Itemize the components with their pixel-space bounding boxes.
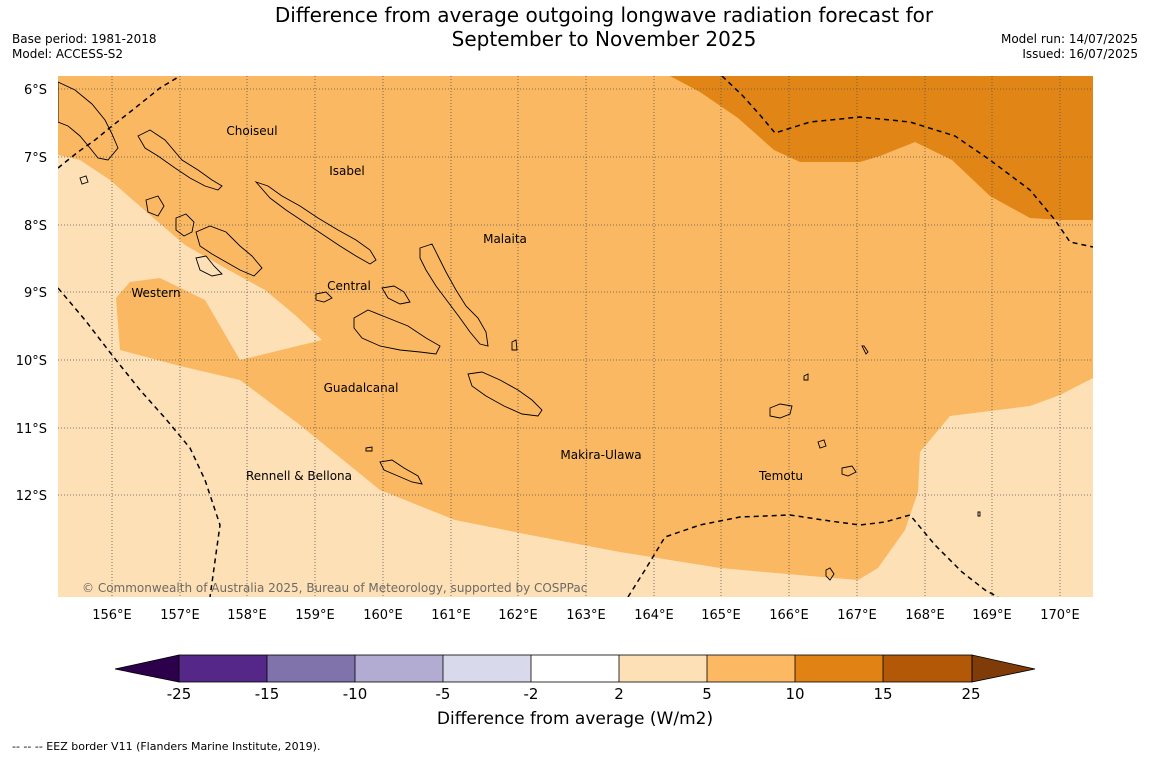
- title-line-1: Difference from average outgoing longwav…: [274, 3, 934, 27]
- colorbar-swatch: [883, 655, 972, 682]
- colorbar-swatch: [707, 655, 795, 682]
- title-line-2: September to November 2025: [451, 27, 757, 51]
- island-guadalcanal: [353, 309, 441, 355]
- region-label-rennell-bellona: Rennell & Bellona: [246, 469, 352, 483]
- island-florida: [381, 285, 411, 305]
- island-new-georgia: [175, 213, 195, 237]
- lon-label: 156°E: [92, 608, 132, 623]
- colorbar-extend-high: [971, 654, 1036, 683]
- island-rennell: [379, 459, 423, 485]
- lon-label: 161°E: [431, 608, 471, 623]
- region-labels: Choiseul Isabel Malaita Western Central …: [131, 124, 803, 483]
- island-tikopia: [825, 567, 835, 581]
- region-label-central: Central: [327, 279, 371, 293]
- island-vanikoro: [841, 465, 857, 477]
- colorbar-tick: -25: [167, 685, 192, 703]
- island-vella: [145, 195, 165, 217]
- region-label-makira-ulawa: Makira-Ulawa: [560, 448, 641, 462]
- island-isabel: [254, 181, 377, 265]
- colorbar-tick: -15: [255, 685, 280, 703]
- colorbar-outline: [178, 654, 973, 683]
- lon-label: 163°E: [566, 608, 606, 623]
- island-russell: [315, 291, 333, 303]
- model-run-text: Model run: 14/07/2025: [1000, 32, 1138, 46]
- eez-borders: [58, 76, 1093, 597]
- island-santa-cruz: [769, 403, 793, 419]
- lon-label: 160°E: [363, 608, 403, 623]
- islands: [58, 81, 981, 581]
- lon-label: 157°E: [160, 608, 200, 623]
- island-rendova: [195, 255, 223, 277]
- issued-text: Issued: 16/07/2025: [1022, 47, 1138, 61]
- meta-left: Base period: 1981-2018 Model: ACCESS-S2: [12, 32, 157, 62]
- island-reef: [803, 373, 809, 381]
- island-duff: [861, 345, 869, 355]
- lat-label: 8°S: [24, 219, 47, 234]
- lon-label: 169°E: [972, 608, 1012, 623]
- colorbar-swatch: [355, 655, 443, 682]
- colorbar-tick: 5: [702, 685, 712, 703]
- lat-label: 11°S: [16, 422, 47, 437]
- lon-label: 166°E: [769, 608, 809, 623]
- island-ulawa: [511, 339, 518, 351]
- lon-label: 164°E: [634, 608, 674, 623]
- eez-footnote: -- -- -- EEZ border V11 (Flanders Marine…: [12, 740, 321, 753]
- colorbar: -25 -15 -10 -5 -2 2 5 10 15 25: [114, 654, 1036, 703]
- region-label-temotu: Temotu: [758, 469, 803, 483]
- colorbar-tick: 10: [785, 685, 804, 703]
- base-period-text: Base period: 1981-2018: [12, 32, 157, 46]
- island-anuta: [977, 511, 981, 517]
- region-label-guadalcanal: Guadalcanal: [324, 381, 399, 395]
- colorbar-swatch: [267, 655, 355, 682]
- region-label-choiseul: Choiseul: [226, 124, 277, 138]
- colorbar-swatch: [179, 655, 267, 682]
- colorbar-tick: 2: [614, 685, 624, 703]
- island-bougainville: [58, 81, 119, 161]
- latitude-labels: 6°S 7°S 8°S 9°S 10°S 11°S 12°S: [16, 83, 47, 504]
- island-bellona: [365, 446, 373, 452]
- chart-title: Difference from average outgoing longwav…: [200, 3, 1008, 51]
- colorbar-label: Difference from average (W/m2): [436, 709, 714, 729]
- lon-label: 170°E: [1040, 608, 1080, 623]
- lat-label: 10°S: [16, 354, 47, 369]
- lat-label: 9°S: [24, 286, 47, 301]
- region-label-isabel: Isabel: [329, 164, 364, 178]
- lat-label: 12°S: [16, 489, 47, 504]
- meta-right: Model run: 14/07/2025 Issued: 16/07/2025: [1001, 32, 1138, 62]
- colorbar-tick: 25: [961, 685, 980, 703]
- lon-label: 159°E: [295, 608, 335, 623]
- lon-label: 167°E: [837, 608, 877, 623]
- region-label-western: Western: [131, 286, 180, 300]
- lon-label: 162°E: [498, 608, 538, 623]
- colorbar-tick: -5: [436, 685, 451, 703]
- island-choiseul: [137, 129, 223, 191]
- band-10-15: [670, 76, 1093, 220]
- lat-label: 6°S: [24, 83, 47, 98]
- colorbar-tick: 15: [873, 685, 892, 703]
- colorbar-swatch: [795, 655, 883, 682]
- colorbar-swatch: [531, 655, 619, 682]
- colorbar-tick: -2: [524, 685, 539, 703]
- map-plot-area: Choiseul Isabel Malaita Western Central …: [58, 76, 1093, 597]
- lon-label: 168°E: [905, 608, 945, 623]
- colorbar-extend-low: [114, 654, 180, 683]
- lon-label: 158°E: [227, 608, 267, 623]
- colorbar-swatch: [443, 655, 531, 682]
- island-shortland: [79, 175, 89, 185]
- colorbar-swatch: [619, 655, 707, 682]
- island-makira: [467, 371, 543, 417]
- copyright-text: © Commonwealth of Australia 2025, Bureau…: [82, 581, 587, 595]
- region-label-malaita: Malaita: [483, 232, 527, 246]
- lat-label: 7°S: [24, 151, 47, 166]
- colorbar-tick: -10: [343, 685, 368, 703]
- island-new-georgia-2: [195, 225, 263, 277]
- island-utupua: [817, 439, 827, 449]
- model-text: Model: ACCESS-S2: [12, 47, 124, 61]
- lon-label: 165°E: [701, 608, 741, 623]
- band-5-10: [58, 76, 1093, 580]
- island-malaita: [419, 243, 489, 347]
- longitude-labels: 156°E 157°E 158°E 159°E 160°E 161°E 162°…: [92, 608, 1080, 623]
